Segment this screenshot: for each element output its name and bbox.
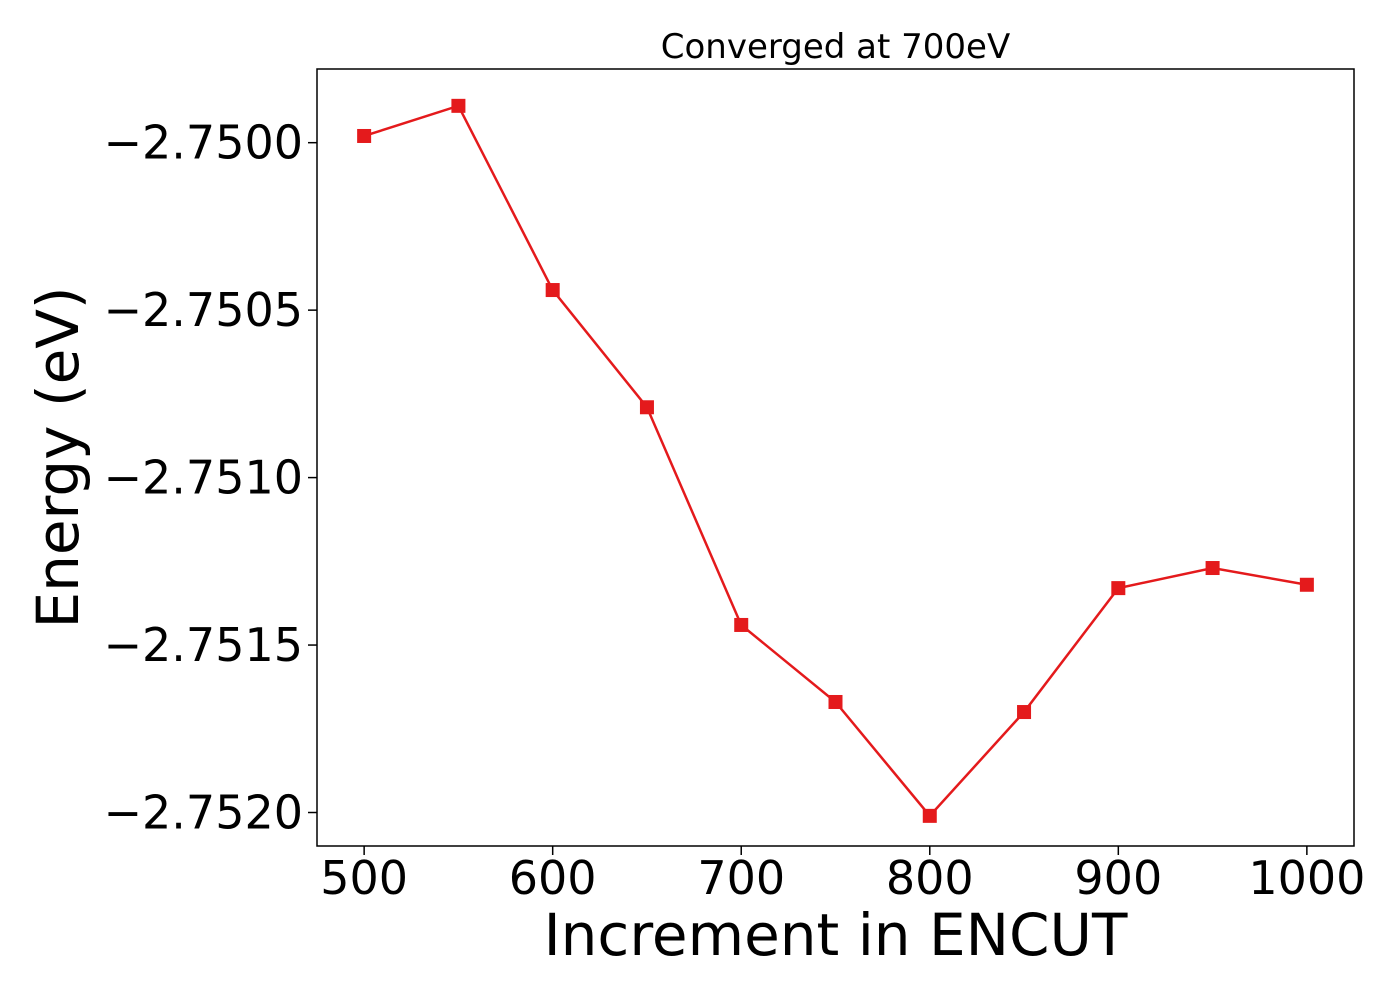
x-tick-label: 800 (886, 851, 974, 905)
y-tick-label: −2.7500 (104, 116, 304, 170)
data-point (828, 694, 843, 709)
x-axis: 500 600 700 800 900 1000 (320, 846, 1365, 905)
x-tick-label: 500 (320, 851, 408, 905)
data-point (922, 808, 937, 823)
y-axis-label: Energy (eV) (24, 286, 92, 628)
data-point (734, 617, 749, 632)
x-tick-label: 1000 (1248, 851, 1365, 905)
y-tick-label: −2.7515 (104, 618, 304, 672)
y-axis: −2.7500 −2.7505 −2.7510 −2.7515 −2.7520 (104, 116, 317, 840)
x-tick-label: 700 (697, 851, 785, 905)
data-point (1299, 577, 1314, 592)
plot-area (357, 98, 1314, 823)
x-axis-label: Increment in ENCUT (544, 901, 1128, 969)
data-point (1017, 705, 1032, 720)
data-point (1111, 581, 1126, 596)
y-tick-label: −2.7510 (104, 451, 304, 505)
y-tick-label: −2.7520 (104, 786, 304, 840)
data-point (1205, 561, 1220, 576)
y-tick-label: −2.7505 (104, 283, 304, 337)
axes-frame (316, 68, 1355, 847)
data-point (451, 98, 466, 113)
data-point (357, 128, 372, 143)
x-tick-label: 600 (509, 851, 597, 905)
chart-title: Converged at 700eV (661, 27, 1010, 67)
data-point (545, 283, 560, 298)
data-point (639, 400, 654, 415)
x-tick-label: 900 (1074, 851, 1162, 905)
